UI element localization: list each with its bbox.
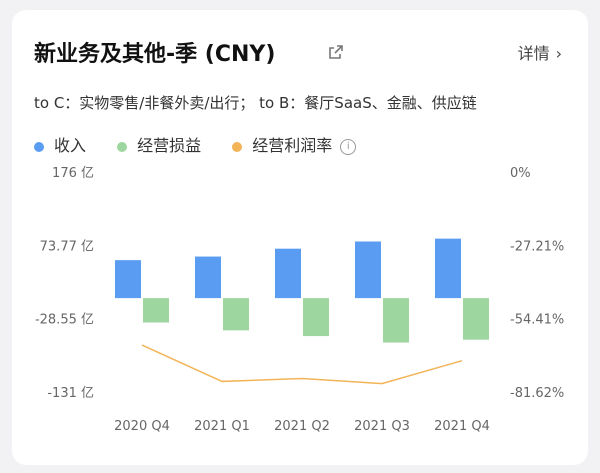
x-axis-tick: 2021 Q3 [354, 419, 410, 434]
bar-revenue [275, 248, 301, 299]
legend-item-revenue[interactable]: 收入 [34, 132, 86, 156]
legend-label-operating-margin: 经营利润率 [252, 136, 333, 155]
legend-label-operating-pl: 经营损益 [137, 136, 202, 155]
left-axis-tick: -28.55 亿 [35, 313, 94, 328]
right-axis-tick: 0% [510, 166, 531, 181]
x-axis-tick: 2020 Q4 [114, 419, 170, 434]
chevron-right-icon: › [555, 44, 562, 63]
info-icon[interactable]: i [340, 138, 357, 155]
left-axis-tick: 176 亿 [52, 166, 94, 181]
left-axis-tick: -131 亿 [47, 386, 94, 401]
bar-revenue [355, 241, 381, 299]
left-axis-tick: 73.77 亿 [40, 239, 94, 254]
detail-link[interactable]: 详情 › [518, 40, 562, 64]
right-axis-tick: -54.41% [510, 313, 564, 328]
detail-label: 详情 [517, 44, 550, 63]
chart-subtitle: to C：实物零售/非餐外卖/出行； to B：餐厅SaaS、金融、供应链 [34, 94, 477, 112]
chart-plot: 176 亿 73.77 亿 -28.55 亿 -131 亿 0% -27.21% -54.4… [35, 166, 564, 434]
bar-revenue [435, 238, 461, 299]
bar-operating-pl [463, 298, 489, 340]
bar-operating-pl [223, 298, 249, 331]
bar-operating-pl [143, 298, 169, 323]
legend-item-operating-pl[interactable]: 经营损益 [117, 132, 201, 156]
right-axis-tick: -81.62% [510, 386, 564, 401]
x-axis-tick: 2021 Q1 [194, 419, 250, 434]
legend-dot-operating-margin [232, 141, 243, 152]
bar-operating-pl [383, 298, 409, 343]
x-axis-tick: 2021 Q2 [274, 419, 330, 434]
right-axis-tick: -27.21% [510, 239, 564, 254]
bar-operating-pl [303, 298, 329, 337]
legend-item-operating-margin[interactable]: 经营利润率 i [232, 132, 357, 156]
legend-dot-operating-pl [117, 141, 128, 152]
external-link-icon[interactable] [328, 44, 344, 60]
legend: 收入 经营损益 经营利润率 i [34, 132, 382, 156]
chart-card: 新业务及其他-季 (CNY) 详情 › to C：实物零售/非餐外卖/出行； to… [12, 10, 588, 465]
bar-revenue [115, 260, 141, 299]
line-operating-margin [141, 344, 463, 385]
x-axis-tick: 2021 Q4 [434, 419, 490, 434]
bar-revenue [195, 256, 221, 299]
legend-dot-revenue [34, 141, 44, 152]
chart-title: 新业务及其他-季 (CNY) [34, 42, 276, 67]
legend-label-revenue: 收入 [54, 136, 87, 155]
